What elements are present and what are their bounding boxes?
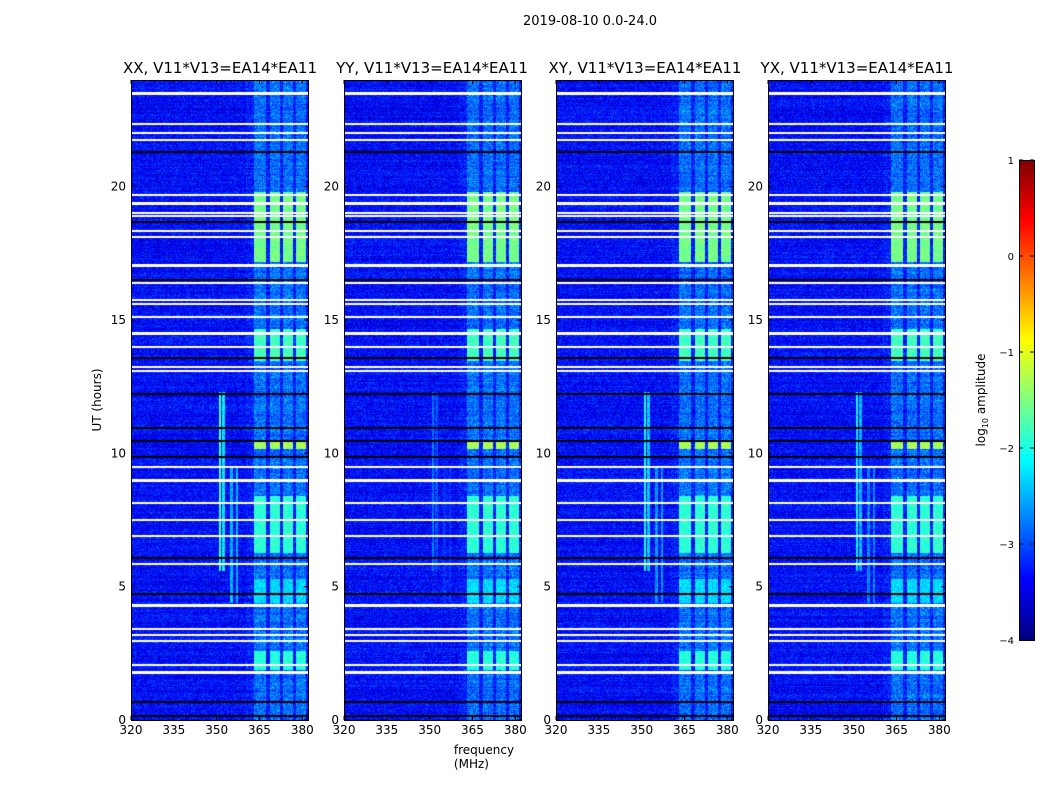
y-tick-label: 10	[324, 446, 339, 460]
colorbar-tick-label: −1	[999, 348, 1014, 359]
y-tick-label: 5	[755, 580, 763, 594]
x-tick-label: 365	[673, 723, 696, 737]
y-tick-label: 20	[536, 180, 551, 194]
x-tick-label: 365	[248, 723, 271, 737]
y-tick-label: 15	[536, 313, 551, 327]
colorbar-tick-label: 0	[1008, 252, 1014, 263]
x-tick-label: 380	[291, 723, 314, 737]
x-tick-label: 380	[928, 723, 951, 737]
colorbar-tick-label: −2	[999, 444, 1014, 455]
colorbar-gradient	[1019, 160, 1034, 640]
panel-title-yy: YY, V11*V13=EA14*EA11	[336, 59, 528, 77]
panel-title-xy: XY, V11*V13=EA14*EA11	[548, 59, 742, 77]
y-tick-label: 0	[755, 713, 763, 727]
x-tick-label: 350	[630, 723, 653, 737]
colorbar-frame	[1019, 160, 1035, 641]
x-tick-label: 380	[504, 723, 527, 737]
y-tick-label: 10	[111, 446, 126, 460]
heatmap-yy	[344, 80, 521, 720]
axes-frame-xy	[556, 80, 734, 721]
axes-frame-yx	[768, 80, 946, 721]
panel-title-yx: YX, V11*V13=EA14*EA11	[760, 59, 954, 77]
axes-frame-xx	[131, 80, 309, 721]
colorbar-tick-label: −4	[999, 636, 1014, 647]
x-tick-label: 320	[757, 723, 780, 737]
x-tick-label: 350	[418, 723, 441, 737]
x-tick-label: 320	[333, 723, 356, 737]
x-tick-label: 350	[842, 723, 865, 737]
y-tick-label: 10	[748, 446, 763, 460]
colorbar-label: log10 amplitude	[974, 354, 990, 447]
y-tick-label: 10	[536, 446, 551, 460]
y-tick-label: 20	[324, 180, 339, 194]
y-axis-label: UT (hours)	[90, 368, 104, 432]
figure-suptitle: 2019-08-10 0.0-24.0	[523, 14, 657, 29]
y-tick-label: 5	[118, 580, 126, 594]
colorbar-label-suffix: amplitude	[974, 353, 988, 418]
panel-title-xx: XX, V11*V13=EA14*EA11	[122, 59, 317, 77]
y-tick-label: 0	[543, 713, 551, 727]
heatmap-yx	[768, 80, 945, 720]
y-tick-label: 15	[748, 313, 763, 327]
y-tick-label: 20	[748, 180, 763, 194]
colorbar-label-prefix: log	[974, 428, 988, 447]
x-tick-label: 320	[545, 723, 568, 737]
y-tick-label: 0	[331, 713, 339, 727]
y-tick-label: 5	[331, 580, 339, 594]
colorbar-tick-label: 1	[1008, 156, 1014, 167]
y-tick-label: 0	[118, 713, 126, 727]
heatmap-xx	[131, 80, 308, 720]
x-tick-label: 335	[799, 723, 822, 737]
x-tick-label: 320	[120, 723, 143, 737]
colorbar-tick-label: −3	[999, 540, 1014, 551]
x-tick-label: 380	[716, 723, 739, 737]
x-axis-label: frequency (MHz)	[453, 743, 515, 771]
x-tick-label: 350	[205, 723, 228, 737]
y-tick-label: 15	[324, 313, 339, 327]
x-tick-label: 365	[885, 723, 908, 737]
colorbar-label-subscript: 10	[981, 417, 990, 429]
x-tick-label: 335	[587, 723, 610, 737]
heatmap-xy	[556, 80, 733, 720]
x-tick-label: 365	[461, 723, 484, 737]
y-tick-label: 20	[111, 180, 126, 194]
y-tick-label: 5	[543, 580, 551, 594]
y-tick-label: 15	[111, 313, 126, 327]
x-tick-label: 335	[375, 723, 398, 737]
x-tick-label: 335	[162, 723, 185, 737]
axes-frame-yy	[344, 80, 522, 721]
